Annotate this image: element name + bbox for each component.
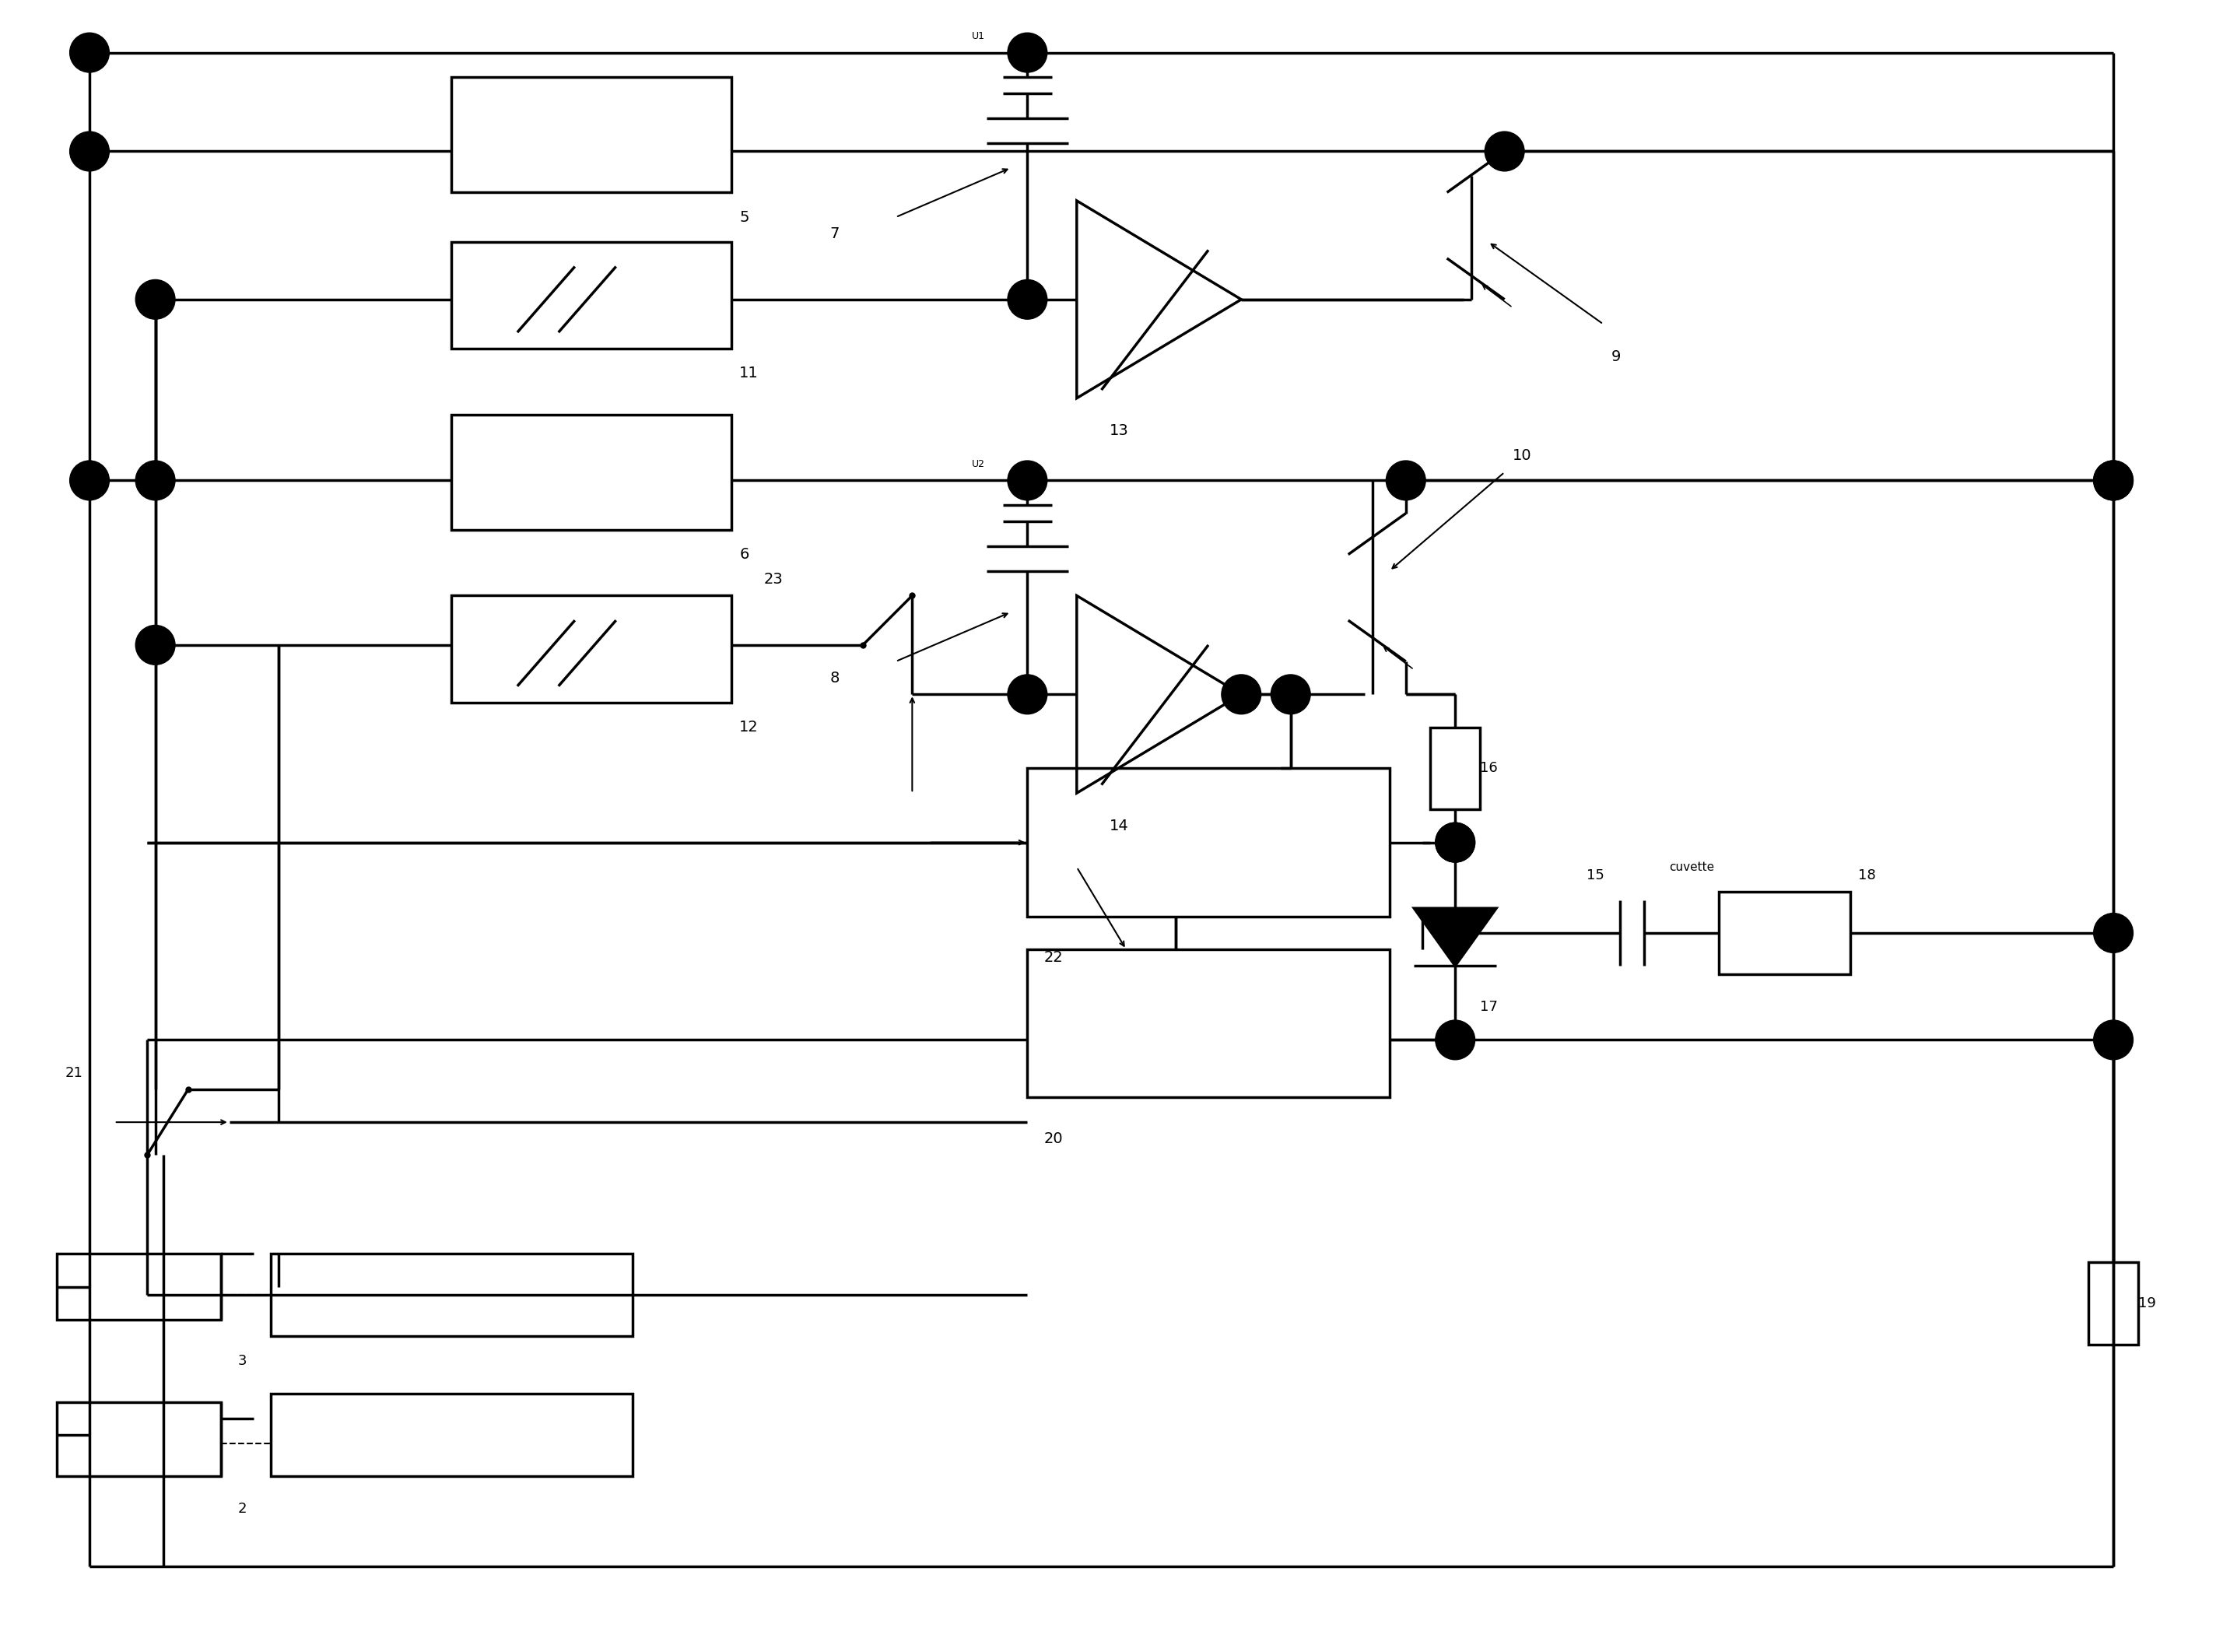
Text: 17: 17 (1480, 999, 1498, 1014)
Text: 5: 5 (740, 210, 749, 225)
Circle shape (135, 279, 175, 319)
Bar (270, 1394, 632, 1475)
Text: 2: 2 (237, 1502, 246, 1517)
Circle shape (135, 624, 175, 664)
Circle shape (1008, 674, 1048, 714)
Circle shape (69, 33, 109, 73)
Circle shape (1008, 33, 1048, 73)
Text: 3: 3 (237, 1353, 246, 1368)
Bar (1717, 892, 1850, 975)
Circle shape (69, 461, 109, 501)
Bar (1028, 950, 1389, 1097)
Text: 20: 20 (1044, 1132, 1064, 1146)
Bar (58, 1403, 222, 1475)
Circle shape (135, 461, 175, 501)
Bar (452, 78, 731, 193)
Text: 22: 22 (1044, 950, 1064, 965)
Bar (452, 596, 731, 702)
Text: 7: 7 (831, 226, 840, 241)
Text: U2: U2 (971, 459, 984, 469)
Circle shape (1436, 1021, 1476, 1059)
Circle shape (2094, 914, 2134, 953)
Text: 23: 23 (765, 572, 784, 586)
Circle shape (1272, 674, 1310, 714)
Text: 6: 6 (740, 547, 749, 562)
Text: 11: 11 (740, 367, 758, 382)
Bar (58, 1254, 222, 1320)
Text: 10: 10 (1514, 448, 1531, 463)
Circle shape (1008, 461, 1048, 501)
Circle shape (69, 132, 109, 172)
Circle shape (1008, 279, 1048, 319)
Text: 13: 13 (1110, 423, 1128, 438)
Circle shape (1436, 823, 1476, 862)
Circle shape (1221, 674, 1261, 714)
Bar (1028, 768, 1389, 917)
Text: 8: 8 (831, 671, 840, 686)
Circle shape (2094, 461, 2134, 501)
Bar (452, 241, 731, 349)
Bar (1432, 727, 1480, 809)
Circle shape (1385, 461, 1425, 501)
Text: 19: 19 (2138, 1297, 2156, 1310)
Text: U1: U1 (971, 31, 984, 41)
Polygon shape (1414, 909, 1496, 966)
Circle shape (2094, 461, 2134, 501)
Text: 16: 16 (1480, 762, 1498, 775)
Text: 9: 9 (1611, 350, 1622, 365)
Circle shape (1436, 823, 1476, 862)
Circle shape (2094, 1021, 2134, 1059)
Text: 14: 14 (1110, 819, 1128, 833)
Bar (452, 415, 731, 530)
Bar (270, 1254, 632, 1336)
Text: 15: 15 (1587, 869, 1604, 882)
Bar (2090, 1262, 2138, 1345)
Circle shape (1485, 132, 1525, 172)
Text: 18: 18 (1859, 869, 1877, 882)
Text: 12: 12 (740, 720, 758, 735)
Text: cuvette: cuvette (1669, 861, 1715, 872)
Text: 21: 21 (64, 1066, 82, 1080)
